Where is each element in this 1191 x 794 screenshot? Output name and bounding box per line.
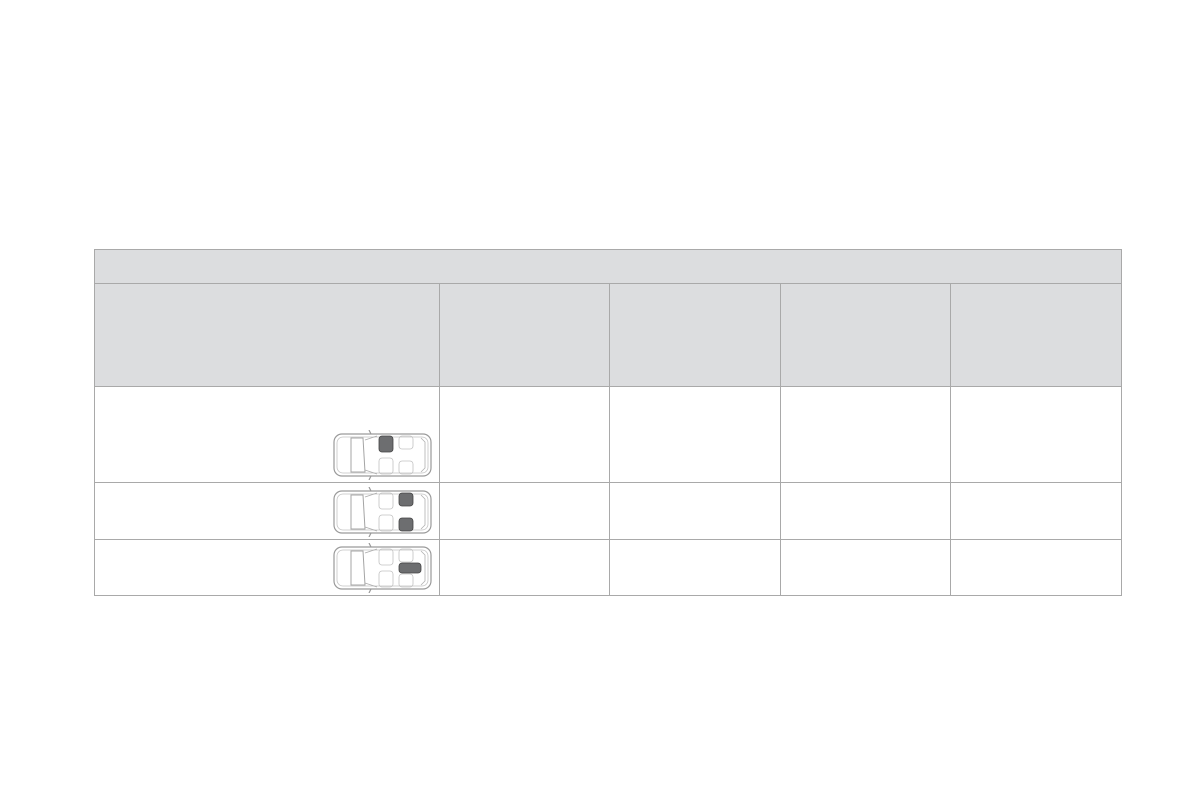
seat-front-passenger xyxy=(378,492,394,510)
seat-rear-center xyxy=(398,562,422,574)
table-cell xyxy=(949,539,1123,596)
table-row xyxy=(94,386,1123,483)
table-cell xyxy=(949,386,1123,483)
seat-front-passenger xyxy=(378,548,394,566)
table-row xyxy=(94,482,1123,540)
table-cell xyxy=(439,482,610,540)
table-title-row xyxy=(93,249,1123,284)
table-row xyxy=(94,539,1123,596)
table-cell xyxy=(780,539,951,596)
seat-rear-left xyxy=(398,548,414,563)
table-title xyxy=(93,249,1123,284)
car-seat-rear-center-icon xyxy=(333,543,432,593)
car-seat-rear-outer-icon xyxy=(333,487,432,537)
seat-front-driver xyxy=(378,570,394,588)
table-cell xyxy=(439,539,610,596)
column-header xyxy=(609,283,781,387)
table-cell xyxy=(780,482,951,540)
seat-rear-left xyxy=(398,492,414,507)
seat-rear-right xyxy=(398,573,414,588)
table-cell xyxy=(609,539,781,596)
seat-front-driver xyxy=(378,514,394,532)
table-cell xyxy=(609,386,781,483)
row-label-cell xyxy=(94,482,440,540)
seat-front-driver xyxy=(378,457,394,475)
seat-table xyxy=(93,249,1123,596)
car-seat-front-passenger-icon xyxy=(333,430,432,480)
table-cell xyxy=(949,482,1123,540)
column-header xyxy=(94,283,440,387)
column-header xyxy=(439,283,610,387)
seat-rear-right xyxy=(398,517,414,532)
column-header xyxy=(949,283,1123,387)
seat-rear-right xyxy=(398,460,414,475)
table-cell xyxy=(439,386,610,483)
table-cell xyxy=(609,482,781,540)
row-label-cell xyxy=(94,386,440,483)
seat-rear-left xyxy=(398,435,414,450)
table-cell xyxy=(780,386,951,483)
table-header-row xyxy=(94,283,1123,387)
seat-front-passenger xyxy=(378,435,394,453)
column-header xyxy=(780,283,951,387)
row-label-cell xyxy=(94,539,440,596)
